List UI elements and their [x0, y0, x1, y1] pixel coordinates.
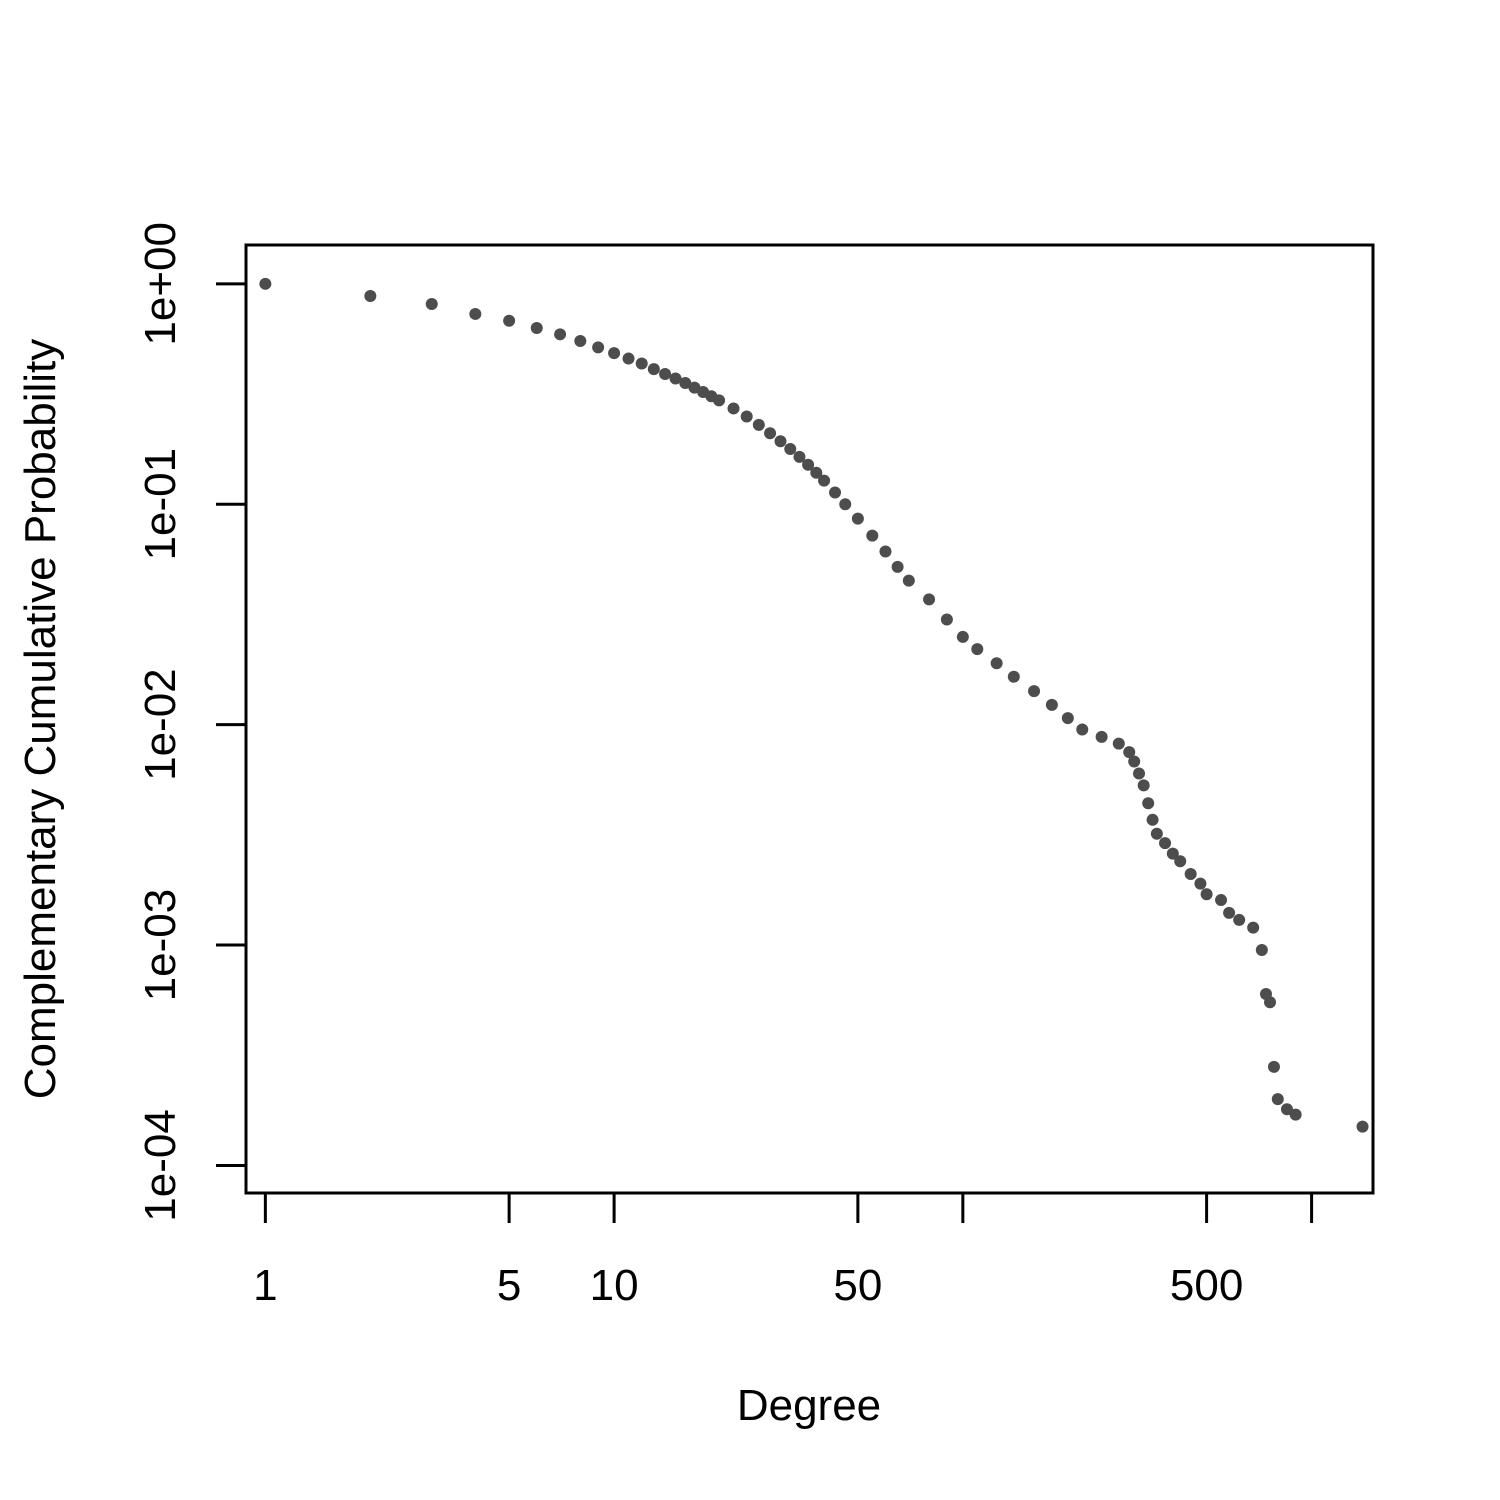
x-tick-label: 10: [590, 1261, 639, 1310]
data-point: [1007, 670, 1020, 683]
data-point: [784, 443, 797, 456]
data-point: [1159, 837, 1172, 850]
x-axis: 1 5 10 50 500: [253, 1191, 1314, 1310]
y-tick-label: 1e-04: [136, 1109, 185, 1222]
data-point: [659, 367, 672, 380]
data-point: [774, 435, 787, 448]
data-point: [1061, 712, 1074, 725]
data-point: [574, 335, 587, 348]
data-points: [259, 277, 1369, 1133]
data-point: [1137, 779, 1150, 792]
data-point: [1255, 943, 1268, 956]
y-axis-label: Complementary Cumulative Probability: [16, 339, 65, 1100]
data-point: [530, 322, 543, 335]
data-point: [971, 643, 984, 656]
data-point: [866, 529, 879, 542]
data-point: [902, 574, 915, 587]
data-point: [793, 450, 806, 463]
x-tick-label: 5: [497, 1261, 521, 1310]
data-point: [1223, 906, 1236, 919]
y-axis: 1e+00 1e-01 1e-02 1e-03 1e-04: [136, 222, 246, 1222]
data-point: [829, 486, 842, 499]
x-tick-label: 50: [833, 1261, 882, 1310]
data-point: [1271, 1093, 1284, 1106]
x-tick-label: 500: [1170, 1261, 1243, 1310]
data-point: [554, 328, 567, 341]
data-point: [592, 341, 605, 354]
data-point: [839, 498, 852, 511]
data-point: [940, 613, 953, 626]
data-point: [1128, 755, 1141, 768]
data-point: [647, 363, 660, 376]
data-point: [1215, 894, 1228, 907]
data-point: [923, 593, 936, 606]
x-axis-label: Degree: [737, 1381, 881, 1430]
data-point: [851, 512, 864, 525]
data-point: [1184, 868, 1197, 881]
data-point: [503, 314, 516, 327]
data-point: [1356, 1120, 1369, 1133]
data-point: [810, 466, 823, 479]
data-point: [1200, 888, 1213, 901]
data-point: [1280, 1103, 1293, 1116]
plot-frame: [244, 243, 1375, 1195]
data-point: [891, 560, 904, 573]
data-point: [1045, 698, 1058, 711]
data-point: [956, 630, 969, 643]
data-point: [802, 458, 815, 471]
data-point: [1264, 996, 1277, 1009]
data-point: [635, 357, 648, 370]
data-point: [1028, 685, 1041, 698]
data-point: [364, 290, 377, 303]
data-point: [425, 297, 438, 310]
data-point: [764, 427, 777, 440]
y-tick-label: 1e+00: [136, 222, 185, 346]
data-point: [1150, 827, 1163, 840]
data-point: [1123, 746, 1136, 759]
data-point: [879, 545, 892, 558]
data-point: [752, 418, 765, 431]
data-point: [1142, 797, 1155, 810]
data-point: [259, 277, 272, 290]
data-point: [713, 394, 726, 407]
data-point: [1194, 877, 1207, 890]
data-point: [1289, 1108, 1302, 1121]
data-point: [1076, 723, 1089, 736]
y-tick-label: 1e-03: [136, 889, 185, 1002]
data-point: [740, 410, 753, 423]
data-point: [990, 657, 1003, 670]
data-point: [1174, 855, 1187, 868]
data-point: [727, 402, 740, 415]
data-point: [608, 347, 621, 360]
data-point: [1233, 913, 1246, 926]
data-point: [1112, 737, 1125, 750]
data-point: [1095, 730, 1108, 743]
y-tick-label: 1e-01: [136, 448, 185, 561]
data-point: [469, 307, 482, 320]
data-point: [1146, 813, 1159, 826]
data-point: [1247, 921, 1260, 934]
y-tick-label: 1e-02: [136, 668, 185, 781]
data-point: [622, 352, 635, 365]
data-point: [1267, 1060, 1280, 1073]
data-point: [669, 372, 682, 385]
data-point: [818, 474, 831, 487]
data-point: [1166, 847, 1179, 860]
data-point: [1133, 767, 1146, 780]
data-point: [679, 376, 692, 389]
x-tick-label: 1: [253, 1261, 277, 1310]
